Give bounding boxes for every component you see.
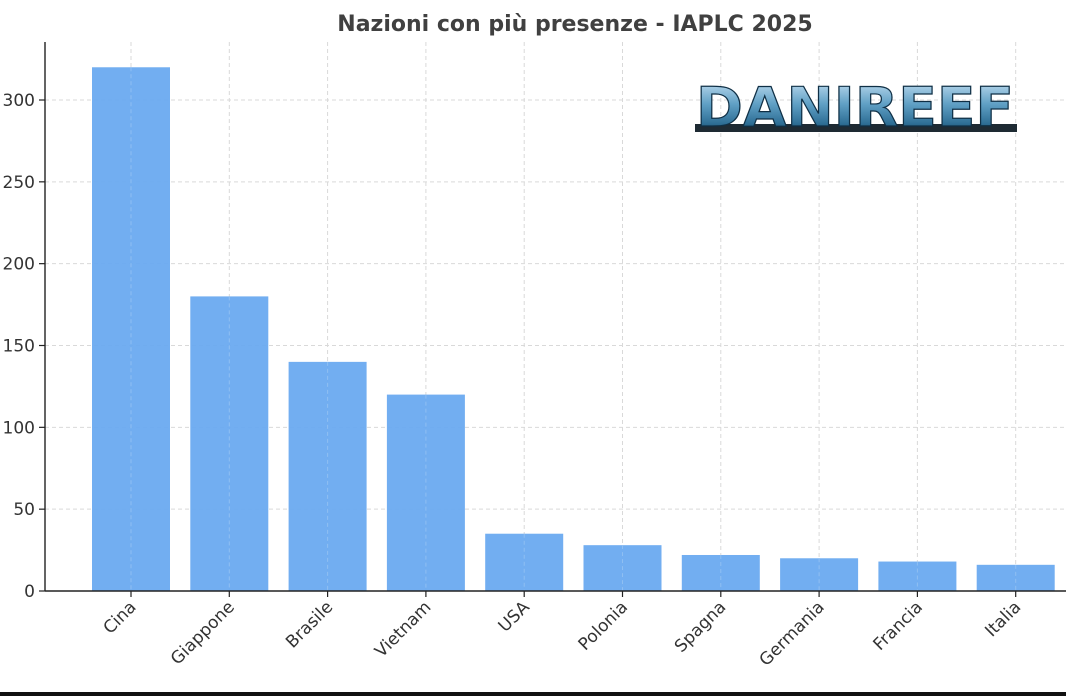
- x-tick-label: Germania: [756, 597, 829, 670]
- y-tick-label: 250: [3, 173, 35, 193]
- y-tick-label: 150: [3, 337, 35, 357]
- watermark-text: DANIREEF: [696, 76, 1014, 139]
- x-tick-label: Italia: [981, 597, 1025, 641]
- y-tick-label: 50: [13, 500, 35, 520]
- x-tick-label: Polonia: [575, 597, 632, 654]
- y-tick-label: 200: [3, 255, 35, 275]
- watermark-logo: DANIREEF: [695, 75, 1017, 140]
- chart-title: Nazioni con più presenze - IAPLC 2025: [337, 12, 812, 37]
- y-tick-label: 300: [3, 91, 35, 111]
- y-axis-ticks: 0 50 100 150 200 250 300: [3, 91, 45, 602]
- x-tick-label: Spagna: [671, 597, 730, 656]
- bars-layer: [92, 67, 1055, 592]
- x-tick-label: Giappone: [167, 597, 239, 669]
- x-tick-label: Cina: [100, 597, 141, 638]
- y-tick-label: 100: [3, 418, 35, 438]
- grid-layer: [45, 42, 1066, 591]
- y-tick-label: 0: [24, 582, 35, 602]
- watermark-shadow: [695, 124, 1017, 132]
- x-tick-label: USA: [495, 597, 534, 636]
- bottom-border: [0, 692, 1066, 696]
- x-axis-ticks: Cina Giappone Brasile Vietnam USA Polonia Spag…: [100, 591, 1025, 670]
- x-tick-label: Vietnam: [371, 597, 435, 661]
- x-tick-label: Brasile: [282, 597, 337, 652]
- x-tick-label: Francia: [870, 597, 927, 654]
